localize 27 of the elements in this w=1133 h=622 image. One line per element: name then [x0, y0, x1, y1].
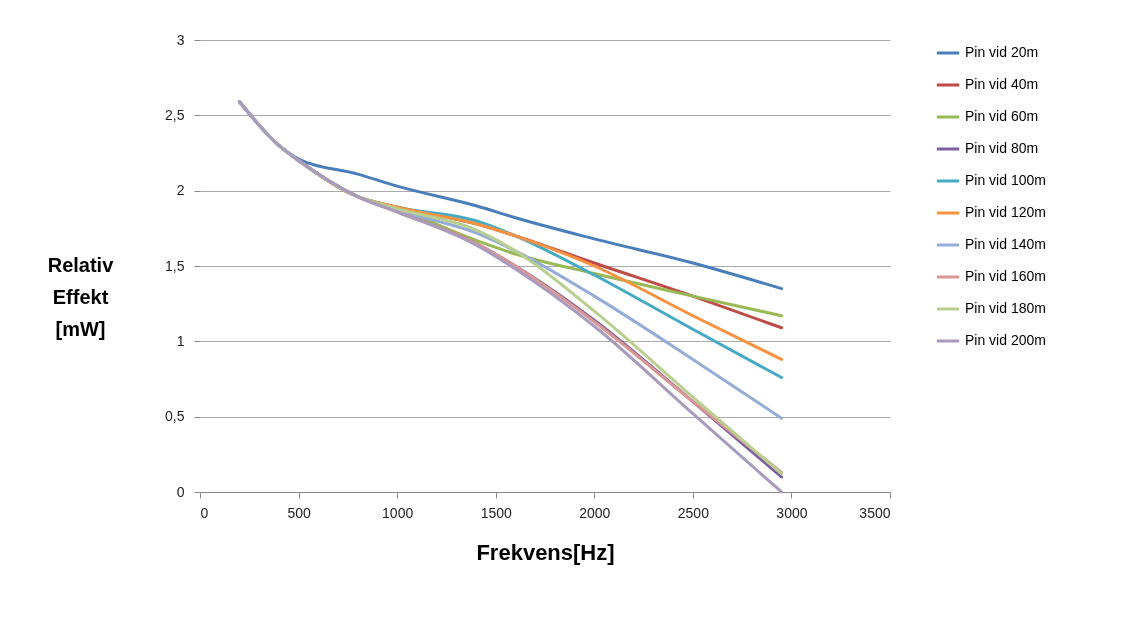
x-tick-label: 500 [287, 504, 311, 521]
legend-label: Pin vid 120m [965, 204, 1046, 220]
x-tick-label: 1000 [382, 504, 414, 521]
x-tick-label: 3000 [776, 504, 808, 521]
legend-label: Pin vid 20m [965, 44, 1039, 60]
y-tick-label: 3 [176, 31, 185, 48]
y-tick-label: 0,5 [165, 408, 185, 425]
y-tick-label: 2 [176, 182, 185, 199]
y-tick-label: 1,5 [165, 257, 185, 274]
y-tick-label: 1 [176, 332, 185, 349]
legend-label: Pin vid 140m [965, 236, 1046, 252]
x-axis-title: Frekvens[Hz] [476, 539, 615, 565]
x-tick-label: 0 [200, 504, 209, 521]
x-tick-label: 3500 [859, 504, 891, 521]
x-tick-label: 2500 [677, 504, 710, 521]
legend-label: Pin vid 80m [965, 140, 1039, 156]
y-tick-label: 0 [176, 483, 185, 500]
legend-label: Pin vid 100m [965, 172, 1046, 188]
legend-label: Pin vid 200m [965, 332, 1046, 348]
legend-label: Pin vid 180m [965, 300, 1046, 316]
legend-label: Pin vid 40m [965, 76, 1039, 92]
x-tick-label: 2000 [579, 504, 611, 521]
x-tick-label: 1500 [480, 504, 512, 521]
legend-label: Pin vid 60m [965, 108, 1039, 124]
y-axis-title: Relativ Effekt [mW] [47, 253, 115, 340]
y-tick-label: 2,5 [165, 106, 185, 123]
legend-label: Pin vid 160m [965, 268, 1046, 284]
